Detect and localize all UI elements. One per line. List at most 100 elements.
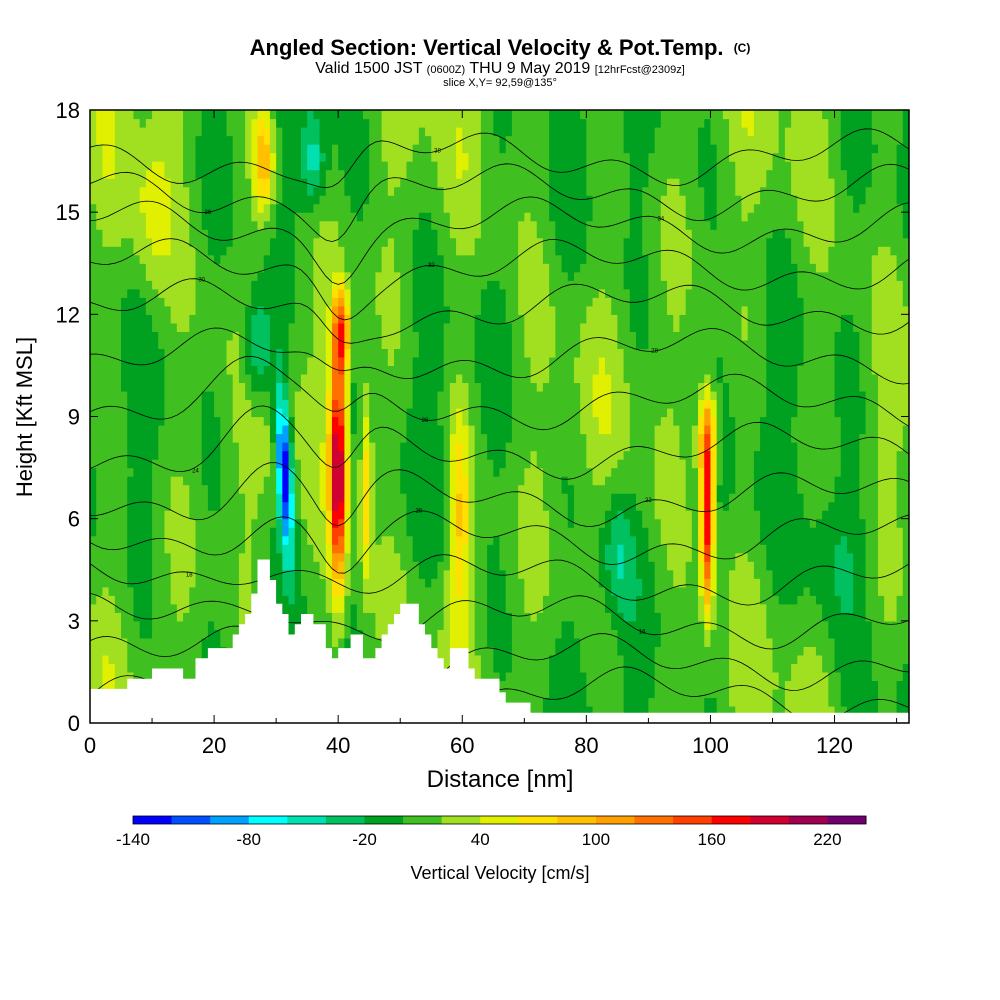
field-cell (344, 561, 352, 571)
field-cell (679, 416, 687, 426)
field-cell (629, 646, 637, 656)
field-cell (307, 569, 314, 579)
field-cell (325, 535, 333, 545)
field-cell (648, 680, 656, 690)
field-cell (784, 407, 792, 418)
field-cell (542, 663, 550, 673)
field-cell (586, 595, 594, 605)
field-cell (741, 552, 749, 562)
field-cell (735, 578, 743, 588)
field-cell (462, 612, 470, 622)
field-cell (493, 620, 501, 630)
field-cell (530, 433, 538, 443)
field-cell (363, 544, 370, 554)
field-cell (710, 663, 718, 673)
field-cell (220, 450, 228, 460)
field-cell (586, 407, 594, 418)
field-cell (356, 552, 364, 562)
field-cell (207, 569, 215, 579)
field-cell (412, 467, 420, 477)
field-cell (667, 407, 674, 418)
field-cell (592, 620, 600, 630)
field-cell (753, 612, 761, 622)
field-cell (108, 544, 116, 554)
field-cell (108, 425, 116, 435)
field-cell (642, 705, 649, 716)
field-cell (226, 450, 234, 460)
field-cell (145, 603, 153, 613)
field-cell (741, 501, 749, 511)
field-cell (381, 493, 389, 503)
field-cell (561, 552, 569, 562)
field-cell (176, 399, 184, 409)
field-cell (604, 399, 612, 409)
field-cell (288, 552, 296, 562)
field-cell (803, 680, 811, 690)
field-cell (487, 646, 494, 656)
field-cell (505, 586, 513, 596)
field-cell (251, 578, 259, 588)
field-cell (580, 450, 587, 460)
field-cell (884, 637, 891, 647)
field-cell (698, 586, 705, 596)
field-cell (797, 629, 805, 639)
field-cell (245, 399, 252, 409)
field-cell (344, 416, 352, 426)
field-cell (567, 518, 575, 528)
field-cell (524, 407, 532, 418)
field-cell (884, 527, 891, 537)
field-cell (511, 425, 519, 435)
field-cell (381, 586, 389, 596)
field-cell (524, 442, 532, 452)
field-cell (313, 518, 321, 528)
field-cell (679, 612, 687, 622)
field-cell (288, 518, 296, 528)
field-cell (667, 484, 674, 494)
field-cell (580, 629, 587, 639)
field-cell (406, 399, 414, 409)
field-cell (437, 450, 445, 460)
field-cell (902, 527, 909, 537)
field-cell (114, 637, 122, 647)
field-cell (797, 578, 805, 588)
field-cell (400, 459, 408, 469)
field-cell (350, 527, 358, 537)
field-cell (691, 578, 699, 588)
field-cell (753, 442, 761, 452)
field-cell (846, 476, 854, 486)
field-cell (294, 578, 302, 588)
field-cell (679, 467, 687, 477)
field-cell (623, 450, 631, 460)
field-cell (809, 501, 817, 511)
field-cell (877, 518, 885, 528)
field-cell (648, 518, 656, 528)
field-cell (902, 612, 909, 622)
field-cell (815, 450, 823, 460)
field-cell (363, 510, 370, 520)
field-cell (518, 552, 525, 562)
field-cell (822, 586, 829, 596)
field-cell (561, 671, 569, 682)
field-cell (623, 569, 631, 579)
field-cell (691, 697, 699, 707)
field-cell (884, 578, 891, 588)
field-cell (673, 663, 681, 673)
field-cell (127, 442, 135, 452)
field-cell (363, 629, 370, 639)
field-cell (195, 527, 203, 537)
field-cell (437, 399, 445, 409)
field-cell (530, 646, 538, 656)
field-cell (592, 688, 600, 699)
field-cell (747, 450, 755, 460)
field-cell (592, 637, 600, 647)
field-cell (716, 518, 724, 528)
field-cell (331, 637, 339, 647)
field-cell (108, 586, 116, 596)
field-cell (704, 399, 712, 409)
field-cell (902, 705, 909, 716)
field-cell (834, 510, 842, 520)
field-cell (406, 416, 414, 426)
field-cell (604, 493, 612, 503)
field-cell (96, 603, 103, 613)
field-cell (387, 595, 395, 605)
